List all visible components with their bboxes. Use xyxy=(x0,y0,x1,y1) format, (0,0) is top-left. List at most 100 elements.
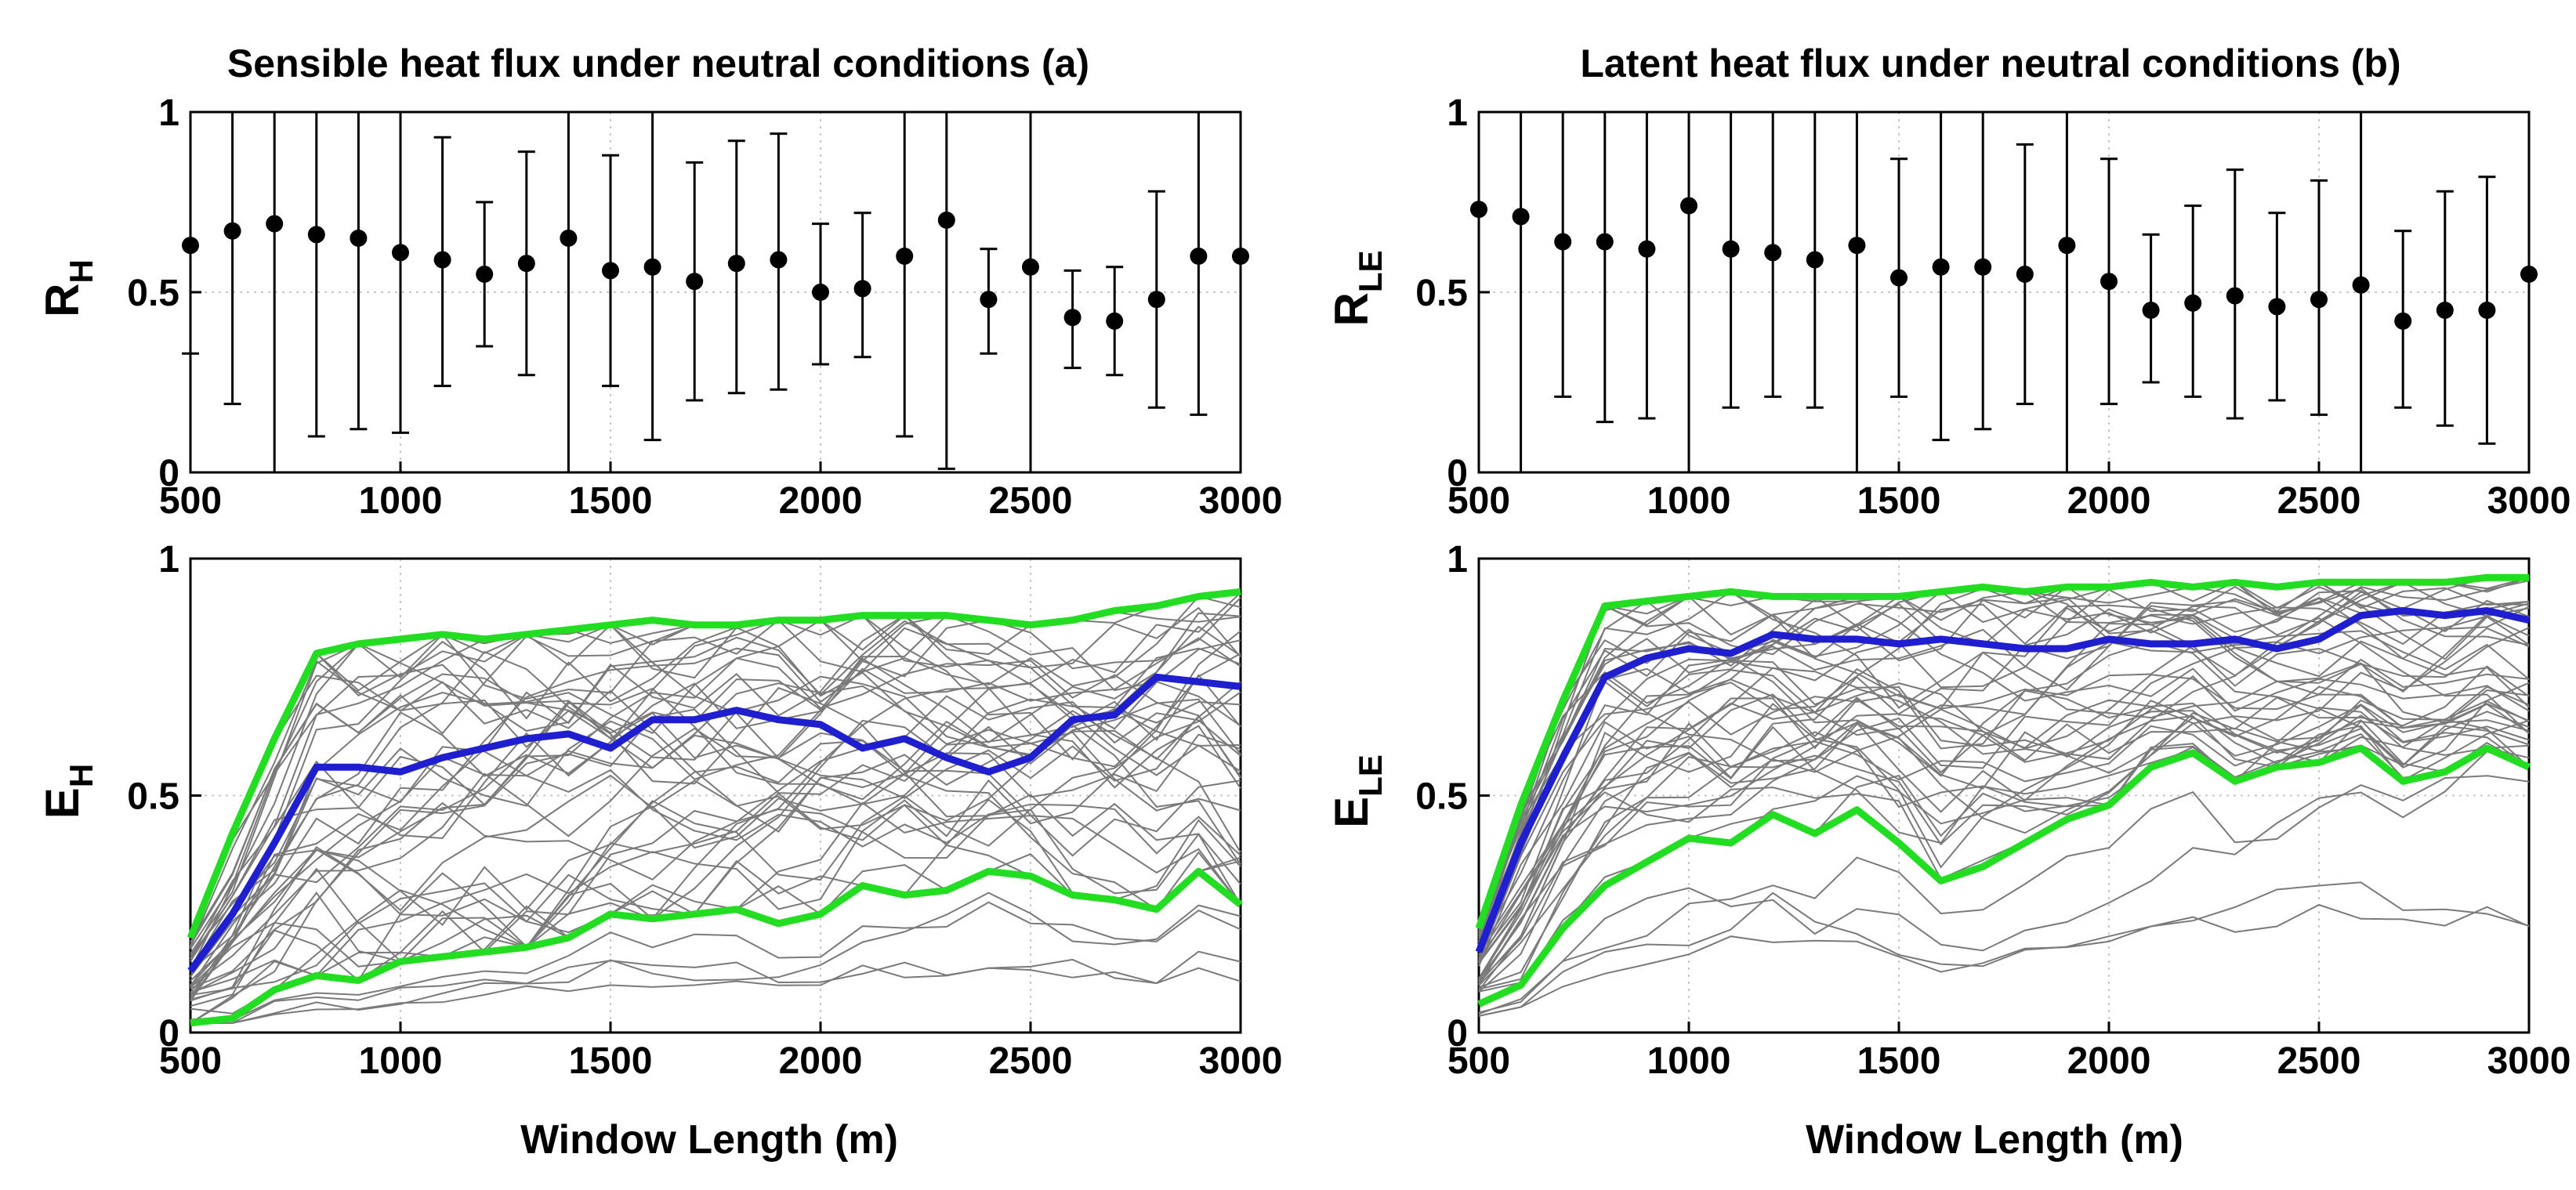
y-tick-label: 0.5 xyxy=(127,776,179,818)
background-line xyxy=(1478,600,2530,980)
background-line xyxy=(1478,711,2530,993)
x-tick-label: 2500 xyxy=(989,1040,1073,1082)
data-point xyxy=(2520,266,2538,283)
y-tick-label: 0 xyxy=(1447,453,1468,494)
plot-area: 500 1000 1500 2000 2500 3000 0 0.5 1 xyxy=(127,92,1282,522)
background-line xyxy=(1478,577,2529,929)
background-line xyxy=(190,614,1241,939)
data-point xyxy=(2310,291,2328,309)
data-point xyxy=(2436,302,2454,319)
data-point xyxy=(2016,266,2034,283)
background-line xyxy=(190,901,1241,1024)
data-point xyxy=(350,230,368,247)
background-line xyxy=(1478,627,2530,982)
x-tick-label: 1000 xyxy=(359,480,443,522)
data-point xyxy=(853,280,871,298)
x-tick-label: 3000 xyxy=(1199,1040,1283,1082)
data-point xyxy=(770,251,788,269)
data-point xyxy=(1638,240,1656,258)
x-tick-label: 1500 xyxy=(1857,480,1941,522)
data-point xyxy=(2226,287,2244,305)
background-line xyxy=(190,756,1241,982)
data-point xyxy=(266,215,284,233)
background-line xyxy=(1478,751,2530,1014)
data-point xyxy=(2142,302,2160,319)
data-point xyxy=(1722,240,1740,258)
x-tick-label: 1500 xyxy=(1857,1040,1941,1082)
background-line xyxy=(1478,640,2530,942)
panel-b-latent-heat-correlation: Latent heat flux under neutral condition… xyxy=(1325,42,2571,522)
plot-area: 500 1000 1500 2000 2500 3000 0 0.5 1 xyxy=(127,539,1282,1082)
panel-d-latent-heat-efficiency: 500 1000 1500 2000 2500 3000 0 0.5 1 ELE Window … xyxy=(1325,539,2571,1163)
background-line xyxy=(1478,667,2530,936)
background-line xyxy=(190,657,1241,960)
background-line xyxy=(190,597,1241,998)
background-line xyxy=(190,681,1241,968)
y-tick-label: 0 xyxy=(158,1013,179,1054)
y-tick-label: 1 xyxy=(1447,92,1468,134)
data-point xyxy=(896,248,914,265)
y-tick-label: 0.5 xyxy=(1415,776,1468,818)
background-line xyxy=(1478,586,2530,946)
background-line xyxy=(1478,665,2530,986)
data-point xyxy=(307,226,325,244)
data-point xyxy=(1232,248,1249,265)
data-point xyxy=(433,251,451,269)
lower-envelope-line xyxy=(190,867,1243,1027)
data-point xyxy=(1063,309,1081,327)
background-line xyxy=(190,620,1241,1000)
background-line xyxy=(1478,591,2530,929)
data-point xyxy=(560,230,578,247)
data-point xyxy=(2394,312,2412,330)
plot-area: 500 1000 1500 2000 2500 3000 0 0.5 1 xyxy=(1415,92,2571,522)
x-tick-label: 1500 xyxy=(569,480,653,522)
background-line xyxy=(1478,689,2530,964)
data-point xyxy=(727,255,745,273)
upper-envelope-line xyxy=(187,588,1241,939)
x-axis-label: Window Length (m) xyxy=(520,1117,898,1163)
data-point xyxy=(1512,208,1530,226)
x-tick-label: 500 xyxy=(1447,480,1510,522)
y-tick-label: 0 xyxy=(158,453,179,494)
y-tick-label: 1 xyxy=(158,539,179,581)
background-line xyxy=(190,650,1241,971)
background-line xyxy=(1478,577,2530,953)
background-line xyxy=(1478,707,2530,989)
x-tick-label: 1000 xyxy=(1647,1040,1731,1082)
x-tick-label: 2500 xyxy=(989,480,1073,522)
background-line xyxy=(190,795,1241,1021)
background-line xyxy=(1478,682,2530,982)
background-line xyxy=(190,960,1241,1024)
y-axis-label: RH xyxy=(36,259,100,317)
data-point xyxy=(1974,258,1992,276)
upper-envelope-line xyxy=(1475,573,2529,930)
data-point xyxy=(1190,248,1208,265)
background-line xyxy=(1478,667,2530,960)
lower-envelope-line xyxy=(1477,744,2531,1007)
x-tick-label: 3000 xyxy=(2487,1040,2571,1082)
data-point xyxy=(686,273,704,291)
chart-title: Latent heat flux under neutral condition… xyxy=(1580,42,2400,85)
data-point xyxy=(2184,294,2202,312)
data-point xyxy=(1680,197,1697,215)
panel-a-sensible-heat-correlation: Sensible heat flux under neutral conditi… xyxy=(36,42,1282,522)
data-point xyxy=(1596,233,1614,251)
x-tick-label: 2500 xyxy=(2277,1040,2361,1082)
data-point xyxy=(980,291,998,309)
data-point xyxy=(643,258,661,276)
data-point xyxy=(2478,302,2496,319)
data-point xyxy=(1554,233,1572,251)
mean-line xyxy=(1475,607,2530,953)
x-tick-label: 500 xyxy=(159,1040,222,1082)
y-axis-label: RLE xyxy=(1325,250,1389,326)
data-point xyxy=(392,244,409,262)
x-tick-label: 2000 xyxy=(2067,480,2151,522)
background-line xyxy=(190,853,1241,1024)
x-tick-label: 2000 xyxy=(779,1040,863,1082)
x-tick-label: 2000 xyxy=(779,480,863,522)
background-line xyxy=(190,950,1241,1024)
data-point xyxy=(1932,258,1950,276)
x-tick-label: 3000 xyxy=(1199,480,1283,522)
background-line xyxy=(1478,775,2530,1015)
